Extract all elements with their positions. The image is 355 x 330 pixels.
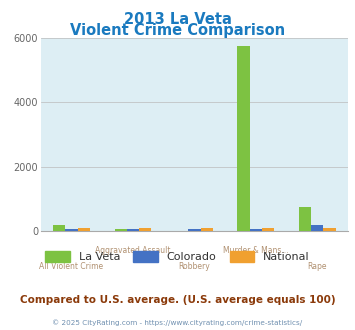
Bar [237,46,250,231]
Bar [78,228,90,231]
Text: Aggravated Assault: Aggravated Assault [95,246,171,255]
Legend: La Veta, Colorado, National: La Veta, Colorado, National [41,247,314,267]
Bar [299,207,311,231]
Bar [139,228,151,231]
Text: Murder & Mans...: Murder & Mans... [223,246,289,255]
Bar [323,228,335,231]
Bar [262,228,274,231]
Text: Compared to U.S. average. (U.S. average equals 100): Compared to U.S. average. (U.S. average … [20,295,335,305]
Bar [115,229,127,231]
Text: Robbery: Robbery [179,262,210,271]
Text: © 2025 CityRating.com - https://www.cityrating.com/crime-statistics/: © 2025 CityRating.com - https://www.city… [53,319,302,326]
Bar [127,229,139,231]
Text: Rape: Rape [307,262,327,271]
Text: Violent Crime Comparison: Violent Crime Comparison [70,23,285,38]
Text: 2013 La Veta: 2013 La Veta [124,12,231,26]
Bar [65,229,78,231]
Bar [201,228,213,231]
Bar [188,229,201,231]
Text: All Violent Crime: All Violent Crime [39,262,104,271]
Bar [53,224,65,231]
Bar [250,229,262,231]
Bar [311,225,323,231]
